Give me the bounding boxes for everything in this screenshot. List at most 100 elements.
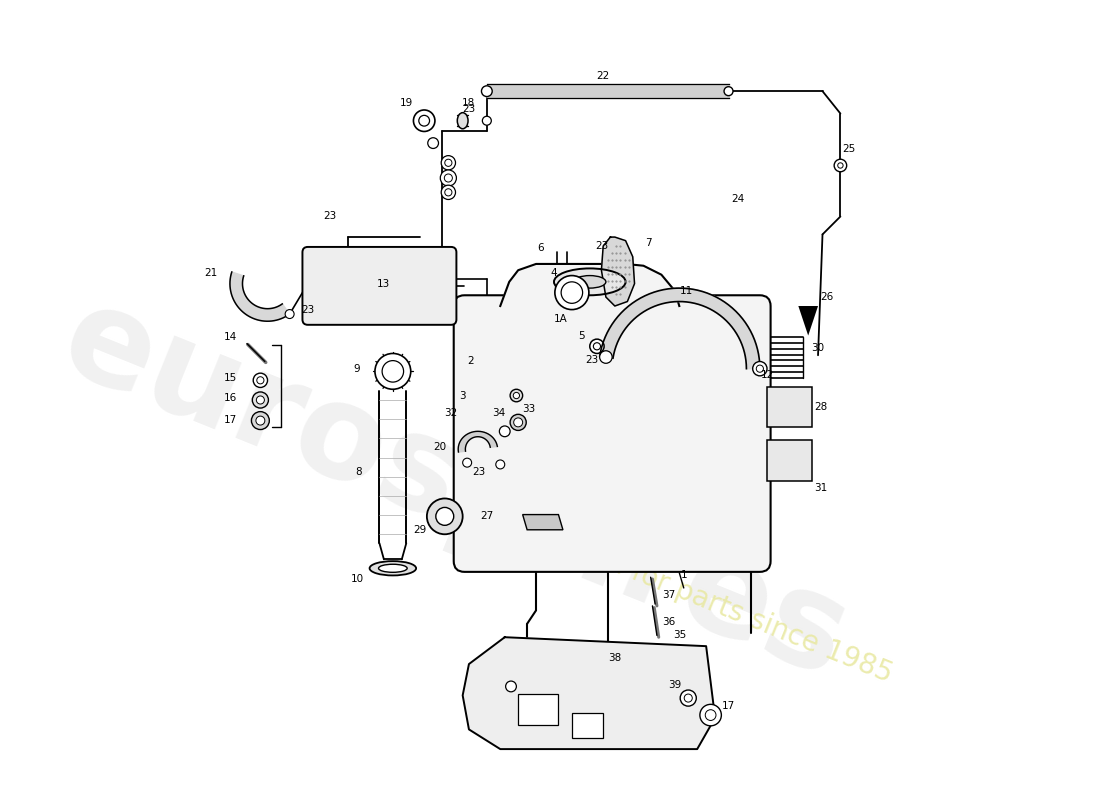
Circle shape [757,365,763,372]
Polygon shape [230,272,289,322]
Polygon shape [500,264,680,306]
Text: 37: 37 [662,590,675,600]
Text: 20: 20 [433,442,447,451]
Text: 15: 15 [223,373,236,382]
Circle shape [705,710,716,721]
Polygon shape [463,638,715,749]
Bar [767,386,812,427]
Circle shape [561,282,583,303]
Text: 30: 30 [812,343,825,353]
Circle shape [441,185,455,199]
Polygon shape [459,431,497,452]
Text: 24: 24 [730,194,744,203]
Circle shape [256,416,265,425]
Circle shape [590,339,604,354]
Text: 12: 12 [760,370,773,380]
Ellipse shape [370,561,416,575]
Text: 22: 22 [596,71,609,81]
Circle shape [684,694,692,702]
Ellipse shape [554,269,626,295]
Text: a passion for parts since 1985: a passion for parts since 1985 [497,506,896,689]
Circle shape [463,458,472,467]
Circle shape [441,156,455,170]
Ellipse shape [574,275,606,288]
Text: 18: 18 [462,98,475,108]
Circle shape [427,498,463,534]
Text: 25: 25 [843,144,856,154]
Circle shape [375,354,410,390]
Circle shape [382,361,404,382]
Circle shape [514,392,519,398]
Text: 14: 14 [223,332,236,342]
Text: 10: 10 [351,574,364,584]
Circle shape [499,426,510,437]
Text: 23: 23 [301,306,315,315]
Bar [767,440,812,481]
Circle shape [510,390,522,402]
Circle shape [256,396,264,404]
Circle shape [600,350,613,363]
Circle shape [428,138,439,149]
Circle shape [496,460,505,469]
Circle shape [444,189,452,196]
Circle shape [506,681,516,692]
Text: 13: 13 [377,278,390,289]
Polygon shape [799,306,818,335]
Text: 17: 17 [223,414,236,425]
Circle shape [419,115,430,126]
Text: 2: 2 [468,356,474,366]
Text: 35: 35 [673,630,686,639]
Circle shape [414,110,435,131]
Text: 38: 38 [608,653,622,662]
Circle shape [514,418,522,427]
Text: 36: 36 [662,617,675,627]
Text: 32: 32 [444,409,458,418]
Polygon shape [522,514,563,530]
Circle shape [482,86,492,97]
Circle shape [834,159,847,172]
Circle shape [700,704,722,726]
Circle shape [440,170,456,186]
Text: 23: 23 [595,241,608,251]
Text: 7: 7 [645,238,651,248]
Bar [572,714,603,738]
Text: 39: 39 [668,680,681,690]
Text: 27: 27 [481,511,494,522]
Text: 17: 17 [722,701,735,711]
Text: 31: 31 [814,482,827,493]
Text: 8: 8 [355,466,362,477]
Text: 4: 4 [551,268,558,278]
Circle shape [724,86,733,96]
Circle shape [252,412,270,430]
Circle shape [483,116,492,125]
Circle shape [256,377,264,384]
Text: 34: 34 [492,409,505,418]
Text: 23: 23 [462,104,475,114]
FancyBboxPatch shape [302,247,456,325]
Circle shape [680,690,696,706]
Circle shape [436,507,453,526]
Text: 28: 28 [814,402,827,412]
Text: eurospares: eurospares [45,274,866,705]
Ellipse shape [378,564,407,572]
Circle shape [838,162,843,168]
Text: 23: 23 [472,466,485,477]
Circle shape [253,373,267,387]
Text: 3: 3 [460,390,466,401]
Polygon shape [602,237,635,306]
FancyBboxPatch shape [453,295,771,572]
Circle shape [444,159,452,166]
Text: 19: 19 [399,98,412,108]
Circle shape [752,362,767,376]
Text: 6: 6 [537,243,543,253]
Circle shape [510,414,526,430]
Circle shape [285,310,294,318]
Text: 11: 11 [680,286,693,296]
Text: 33: 33 [522,404,536,414]
Bar [518,694,559,725]
Text: 16: 16 [223,394,236,403]
Text: 29: 29 [414,525,427,534]
Text: 26: 26 [821,292,834,302]
Text: 9: 9 [354,364,361,374]
Text: 1A: 1A [554,314,568,325]
